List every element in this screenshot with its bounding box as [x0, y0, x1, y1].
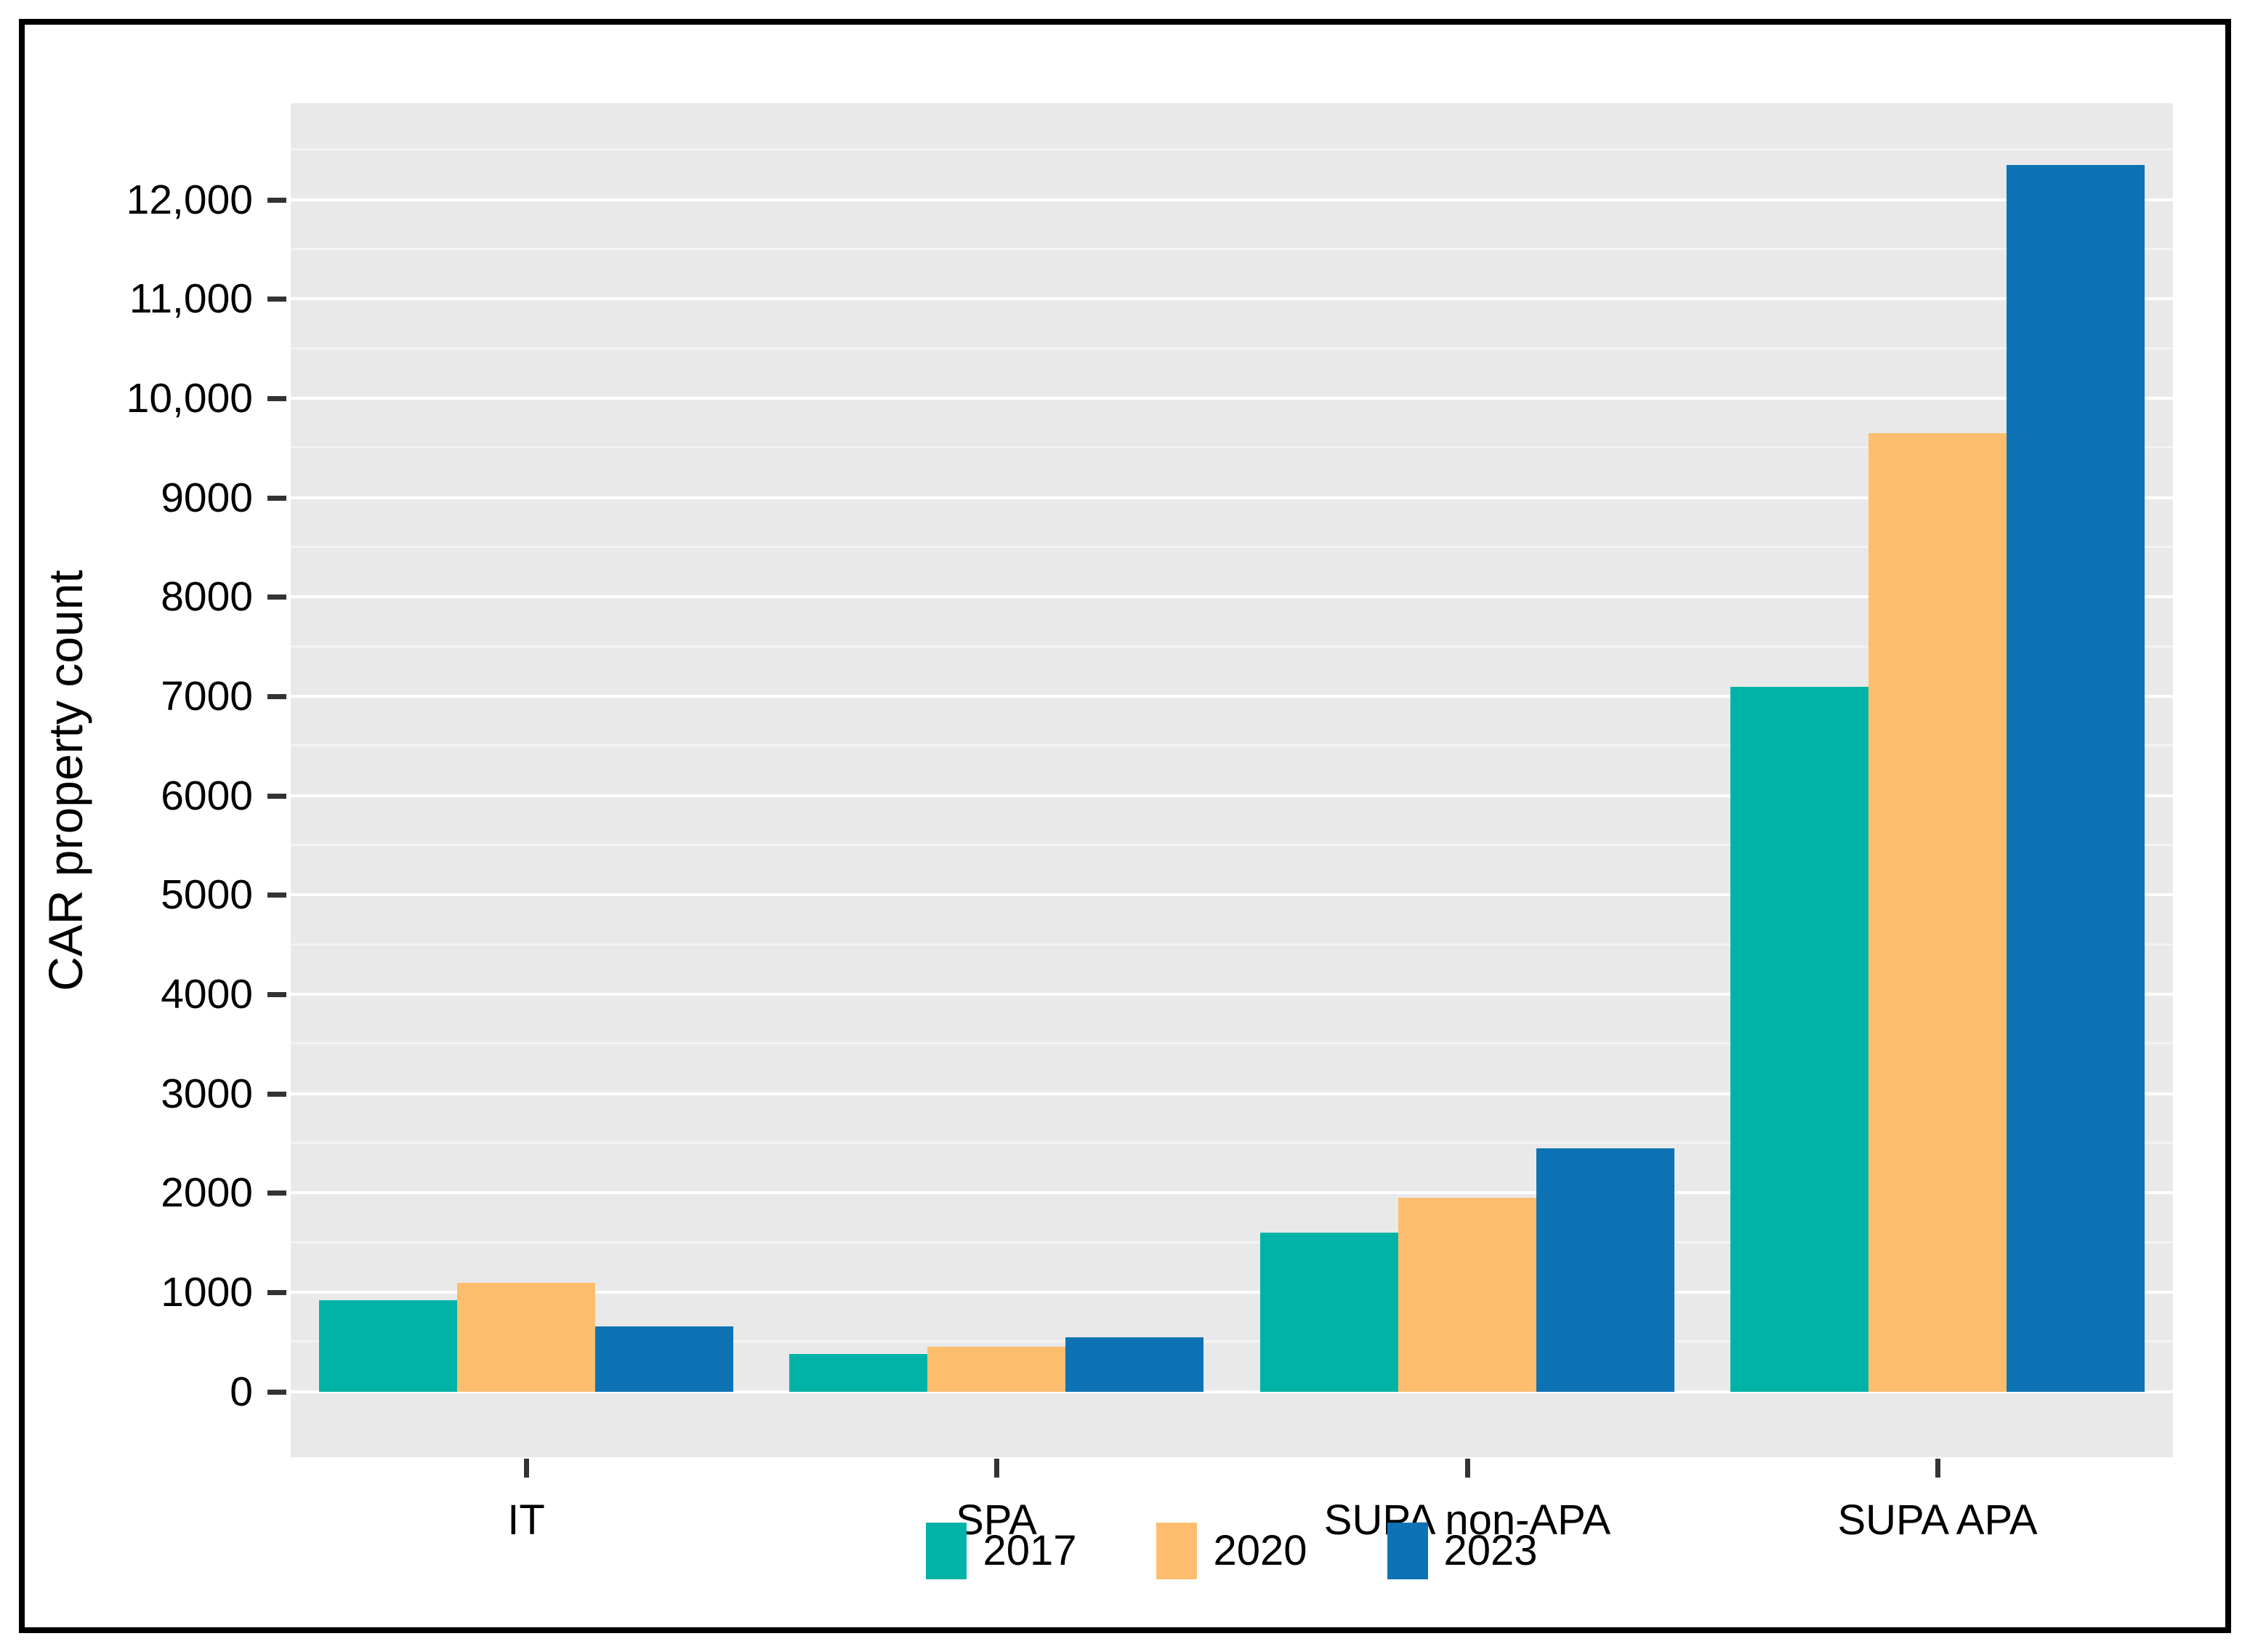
minor-gridline	[291, 744, 2173, 747]
legend-label: 2023	[1443, 1527, 1538, 1574]
bar-2023-spa	[1065, 1337, 1203, 1392]
legend-label: 2017	[983, 1527, 1077, 1574]
y-tick-label: 10,000	[126, 375, 253, 422]
bar-2020-supa-apa	[1868, 433, 2007, 1392]
minor-gridline	[291, 645, 2173, 648]
major-gridline	[291, 396, 2173, 400]
plot-panel	[291, 103, 2173, 1457]
bar-2017-supa-non-apa	[1260, 1233, 1398, 1392]
major-gridline	[291, 993, 2173, 996]
minor-gridline	[291, 1042, 2173, 1045]
y-tick-mark	[267, 1092, 286, 1097]
y-tick-label: 11,000	[129, 275, 253, 322]
y-tick-label: 4000	[161, 971, 253, 1018]
bar-2017-it	[319, 1300, 457, 1392]
x-tick-mark	[994, 1459, 999, 1478]
x-tick-mark	[1935, 1459, 1940, 1478]
bar-2020-it	[457, 1283, 595, 1392]
major-gridline	[291, 1092, 2173, 1095]
minor-gridline	[291, 545, 2173, 548]
y-tick-label: 6000	[161, 773, 253, 819]
bar-2023-it	[595, 1326, 733, 1392]
major-gridline	[291, 695, 2173, 698]
legend-swatch-2020	[1156, 1523, 1198, 1579]
y-tick-mark	[267, 992, 286, 997]
y-tick-label: 9000	[161, 475, 253, 521]
legend-swatch-2023	[1387, 1523, 1428, 1579]
major-gridline	[291, 1191, 2173, 1195]
major-gridline	[291, 794, 2173, 797]
minor-gridline	[291, 148, 2173, 151]
legend-item-2023: 2023	[1387, 1523, 1538, 1579]
y-tick-label: 12,000	[126, 177, 253, 223]
bar-2020-spa	[927, 1347, 1065, 1392]
y-tick-label: 1000	[161, 1269, 253, 1315]
y-tick-mark	[267, 1290, 286, 1295]
y-tick-mark	[267, 794, 286, 799]
y-tick-label: 2000	[161, 1169, 253, 1216]
y-tick-mark	[267, 694, 286, 699]
minor-gridline	[291, 1340, 2173, 1343]
minor-gridline	[291, 247, 2173, 250]
legend-item-2020: 2020	[1156, 1523, 1307, 1579]
x-tick-label-supa-apa: SUPA APA	[1837, 1496, 2038, 1544]
y-tick-label: 7000	[161, 673, 253, 720]
bar-2023-supa-non-apa	[1536, 1148, 1674, 1392]
major-gridline	[291, 496, 2173, 499]
major-gridline	[291, 1390, 2173, 1393]
major-gridline	[291, 893, 2173, 897]
y-tick-label: 3000	[161, 1071, 253, 1117]
major-gridline	[291, 595, 2173, 599]
minor-gridline	[291, 844, 2173, 847]
bar-2017-supa-apa	[1730, 687, 1868, 1392]
y-tick-mark	[267, 496, 286, 501]
x-tick-label-supa-non-apa: SUPA non-APA	[1323, 1496, 1611, 1544]
bar-2023-supa-apa	[2007, 165, 2145, 1392]
y-tick-mark	[267, 893, 286, 898]
x-tick-mark	[524, 1459, 529, 1478]
legend-swatch-2017	[926, 1523, 967, 1579]
legend: 2017 2020 2023	[291, 1523, 2173, 1579]
x-tick-label-spa: SPA	[956, 1496, 1037, 1544]
y-tick-mark	[267, 1390, 286, 1395]
y-tick-mark	[267, 595, 286, 600]
y-tick-mark	[267, 297, 286, 302]
minor-gridline	[291, 1241, 2173, 1244]
y-tick-mark	[267, 198, 286, 203]
minor-gridline	[291, 446, 2173, 449]
x-tick-label-it: IT	[507, 1496, 545, 1544]
y-tick-label: 0	[230, 1369, 253, 1415]
major-gridline	[291, 198, 2173, 201]
minor-gridline	[291, 347, 2173, 350]
y-tick-label: 5000	[161, 871, 253, 918]
y-tick-mark	[267, 1190, 286, 1196]
major-gridline	[291, 297, 2173, 301]
major-gridline	[291, 1291, 2173, 1294]
bar-2017-spa	[789, 1354, 927, 1392]
x-tick-mark	[1465, 1459, 1470, 1478]
y-tick-mark	[267, 396, 286, 401]
legend-item-2017: 2017	[926, 1523, 1076, 1579]
minor-gridline	[291, 943, 2173, 946]
legend-label: 2020	[1213, 1527, 1307, 1574]
y-tick-label: 8000	[161, 573, 253, 620]
minor-gridline	[291, 1142, 2173, 1145]
bar-2020-supa-non-apa	[1398, 1198, 1536, 1392]
